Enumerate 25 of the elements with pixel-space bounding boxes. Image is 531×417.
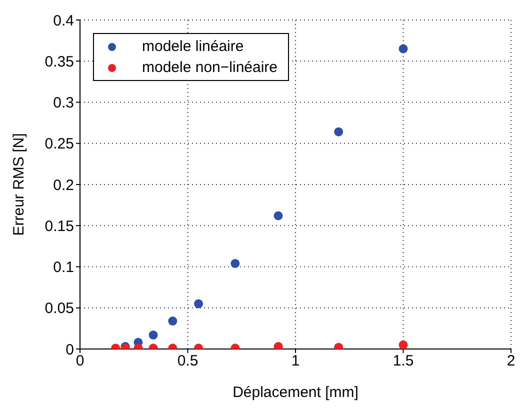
x-tick-label: 0.5 [177, 352, 198, 370]
point [230, 258, 240, 268]
point [334, 127, 344, 136]
point [398, 340, 408, 349]
y-tick-label: 0.35 [44, 53, 74, 70]
y-tick-label: 0 [66, 341, 74, 358]
y-tick-label: 0.05 [44, 300, 74, 318]
y-tick-label: 0.25 [44, 136, 74, 153]
legend-label: modele linéaire [142, 37, 244, 57]
x-tick-label: 1.5 [392, 352, 414, 370]
legend-label: modele non−linéaire [142, 58, 278, 78]
point [148, 330, 158, 340]
y-tick-label: 0.15 [44, 218, 74, 235]
x-tick-label: 1 [291, 352, 300, 370]
x-axis-title: Déplacement [mm] [232, 384, 358, 401]
y-tick-label: 0.4 [53, 12, 74, 30]
y-tick-label: 0.2 [53, 176, 74, 194]
y-tick-label: 0.1 [53, 259, 74, 276]
y-tick-label: 0.3 [53, 94, 74, 112]
point [168, 316, 178, 326]
x-tick-label: 2 [506, 352, 516, 370]
point [398, 44, 408, 54]
point [194, 299, 204, 308]
y-axis-title: Erreur RMS [N] [10, 133, 28, 236]
point [274, 211, 283, 220]
